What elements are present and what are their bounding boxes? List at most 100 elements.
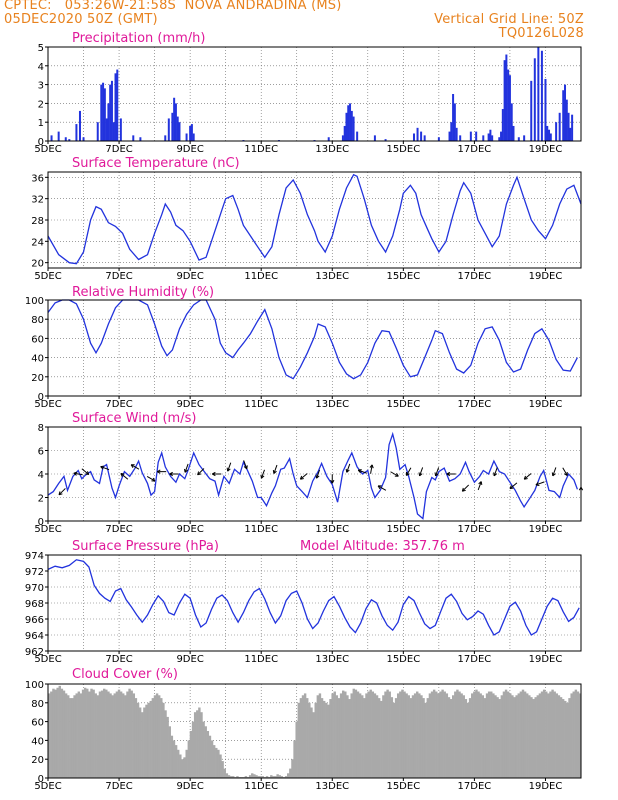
precip-bar	[567, 112, 570, 141]
cloud-bar	[50, 691, 53, 778]
cloud-bar	[322, 700, 326, 778]
wind-arrow	[100, 465, 110, 471]
cloud-bar	[361, 695, 364, 778]
precip-bar	[103, 88, 106, 141]
cloud-bar	[124, 695, 127, 778]
cloud-bar	[479, 693, 482, 778]
cloud-bar	[409, 698, 413, 778]
cloud-bar	[284, 776, 288, 778]
cloud-bar	[331, 693, 334, 778]
cloud-bar	[564, 700, 567, 778]
precip-bar	[68, 139, 71, 141]
cloud-bar	[303, 693, 307, 778]
cloud-bar	[122, 693, 125, 778]
wind-arrow	[369, 464, 374, 474]
cloud-bar	[454, 691, 457, 778]
y-tick-label: 1	[38, 118, 44, 129]
precip-bar	[105, 118, 108, 141]
cloud-bar	[519, 691, 523, 778]
cloud-bar	[71, 698, 74, 778]
wind-arrow	[535, 481, 545, 486]
precip-bar	[546, 125, 549, 141]
precip-bar	[533, 58, 536, 141]
cloud-bar	[166, 716, 169, 778]
wind-arrow	[146, 476, 156, 482]
precip-bar	[469, 131, 472, 141]
cloud-bar	[253, 774, 256, 778]
x-tick-label: 11DEC	[244, 144, 278, 155]
cloud-bar	[566, 702, 569, 778]
precip-bar	[114, 73, 117, 141]
cloud-bar	[494, 695, 497, 778]
cloud-bar	[196, 710, 199, 778]
cloud-bar	[386, 689, 389, 778]
cloud-bar	[481, 695, 485, 778]
wind-arrow	[226, 462, 232, 472]
cloud-bar	[58, 685, 61, 778]
cloud-bar	[77, 691, 81, 778]
precip-bar	[517, 137, 520, 141]
cloud-bar	[145, 704, 148, 778]
cloud-bar	[299, 698, 303, 778]
precip-bar	[489, 129, 492, 141]
cloud-bar	[555, 693, 559, 778]
panel-frame	[47, 46, 582, 142]
cloud-bar	[193, 712, 197, 778]
panel-title: Relative Humidity (%)	[72, 285, 214, 300]
cloud-bar	[354, 689, 358, 778]
precip-bar	[119, 118, 122, 141]
y-tick-label: 972	[25, 567, 44, 578]
precip-bar	[171, 112, 174, 141]
x-tick-label: 7DEC	[105, 144, 132, 155]
cloud-bar	[170, 735, 174, 778]
series-line	[47, 299, 578, 380]
cloud-bar	[183, 757, 186, 778]
y-tick-label: 8	[38, 423, 44, 434]
precip-bar	[64, 137, 67, 141]
cloud-bar	[295, 721, 298, 778]
cloud-bar	[506, 691, 510, 778]
x-tick-label: 9DEC	[176, 781, 203, 792]
x-tick-label: 5DEC	[34, 524, 61, 535]
cloud-bar	[487, 691, 491, 778]
x-tick-label: 15DEC	[386, 144, 420, 155]
precip-bar	[491, 135, 494, 141]
precip-bar	[540, 50, 543, 142]
precip-bar	[565, 99, 568, 141]
cloud-bar	[225, 773, 229, 778]
cloud-bar	[483, 698, 487, 778]
x-tick-label: 11DEC	[244, 524, 278, 535]
cloud-bar	[83, 687, 87, 778]
wind-arrow	[315, 469, 321, 479]
cloud-bar	[223, 768, 226, 778]
x-tick-label: 5DEC	[34, 144, 61, 155]
precip-bar	[164, 135, 167, 141]
y-tick-label: 0	[38, 137, 44, 148]
cloud-bar	[424, 702, 427, 778]
cloud-bar	[236, 776, 239, 778]
x-tick-label: 13DEC	[315, 654, 349, 665]
cloud-bar	[458, 691, 461, 778]
x-tick-label: 7DEC	[105, 781, 132, 792]
cloud-bar	[73, 695, 76, 778]
cloud-bar	[356, 691, 360, 778]
series-line	[47, 559, 580, 636]
wind-arrow	[523, 473, 532, 480]
cloud-bar	[388, 691, 391, 778]
x-tick-label: 9DEC	[176, 271, 203, 282]
x-tick-label: 5DEC	[34, 654, 61, 665]
header-date: 05DEC2020 50Z (GMT)	[4, 12, 158, 27]
cloud-bar	[373, 693, 377, 778]
precip-bar	[564, 84, 567, 141]
cloud-bar	[92, 689, 95, 778]
precip-bar	[503, 60, 506, 141]
wind-arrow	[357, 469, 367, 474]
wind-arrow	[169, 471, 179, 477]
cloud-bar	[396, 693, 400, 778]
precip-bar	[412, 133, 415, 141]
panel-frame	[47, 683, 582, 779]
panel-title: Cloud Cover (%)	[72, 667, 178, 682]
y-tick-label: 32	[31, 195, 44, 206]
cloud-bar	[280, 776, 284, 778]
y-tick-label: 40	[31, 736, 44, 747]
